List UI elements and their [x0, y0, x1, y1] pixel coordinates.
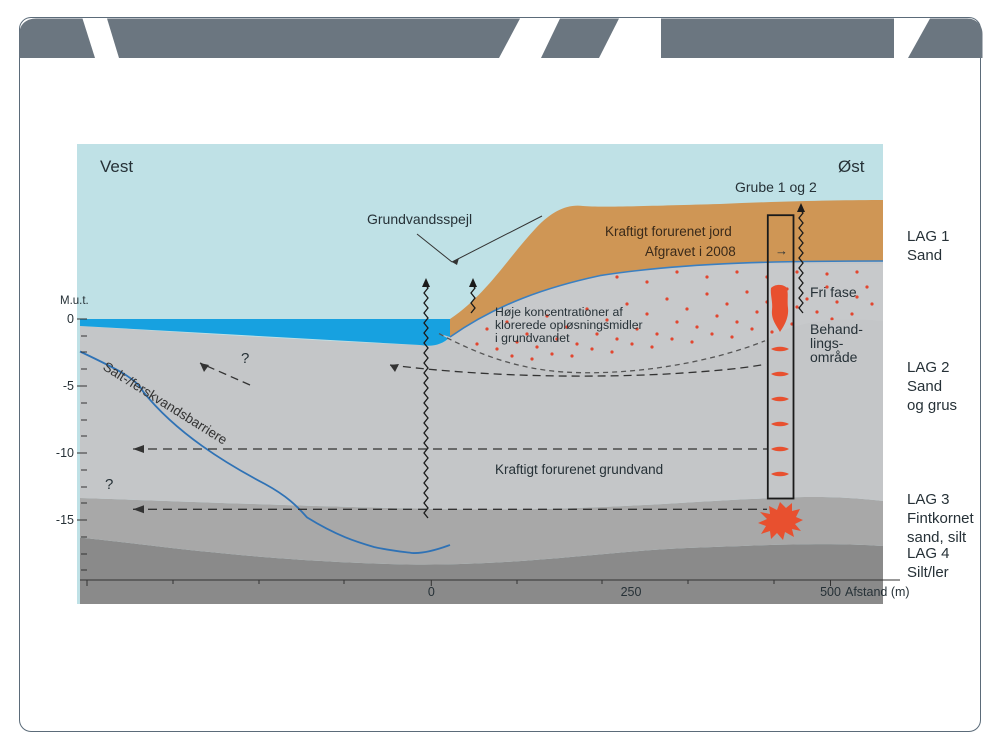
svg-text:Sand: Sand	[907, 247, 942, 264]
svg-text:klorerede opløsningsmidler: klorerede opløsningsmidler	[495, 318, 643, 332]
svg-text:?: ?	[241, 350, 249, 367]
svg-text:Vest: Vest	[100, 157, 133, 176]
svg-text:Øst: Øst	[838, 157, 865, 176]
svg-text:-5: -5	[63, 379, 74, 393]
svg-text:→: →	[775, 243, 788, 258]
svg-text:Sand: Sand	[907, 378, 942, 395]
svg-text:0: 0	[67, 312, 74, 326]
svg-text:Afstand (m): Afstand (m)	[845, 585, 910, 599]
svg-text:LAG 3: LAG 3	[907, 491, 950, 508]
svg-text:0: 0	[428, 585, 435, 599]
svg-text:LAG 2: LAG 2	[907, 359, 950, 376]
svg-text:Fintkornet: Fintkornet	[907, 510, 975, 527]
svg-text:og grus: og grus	[907, 397, 957, 414]
svg-text:Afgravet i 2008: Afgravet i 2008	[645, 244, 736, 259]
svg-text:Silt/ler: Silt/ler	[907, 564, 949, 581]
svg-text:Grundvandsspejl: Grundvandsspejl	[367, 211, 472, 227]
svg-text:250: 250	[621, 585, 642, 599]
svg-text:område: område	[810, 349, 858, 365]
svg-text:M.u.t.: M.u.t.	[60, 295, 89, 307]
svg-text:Kraftigt forurenet jord: Kraftigt forurenet jord	[605, 224, 732, 239]
svg-text:Høje koncentrationer af: Høje koncentrationer af	[495, 305, 623, 319]
svg-text:sand, silt: sand, silt	[907, 529, 967, 546]
svg-text:-10: -10	[56, 446, 74, 460]
svg-text:Kraftigt forurenet grundvand: Kraftigt forurenet grundvand	[495, 462, 663, 477]
svg-text:Grube 1 og 2: Grube 1 og 2	[735, 179, 817, 195]
svg-text:-15: -15	[56, 513, 74, 527]
svg-text:500: 500	[820, 585, 841, 599]
svg-text:i grundvandet: i grundvandet	[495, 331, 570, 345]
svg-text:LAG 1: LAG 1	[907, 228, 950, 245]
svg-text:?: ?	[105, 476, 113, 493]
svg-text:LAG 4: LAG 4	[907, 545, 950, 562]
svg-text:Fri fase: Fri fase	[810, 284, 857, 300]
